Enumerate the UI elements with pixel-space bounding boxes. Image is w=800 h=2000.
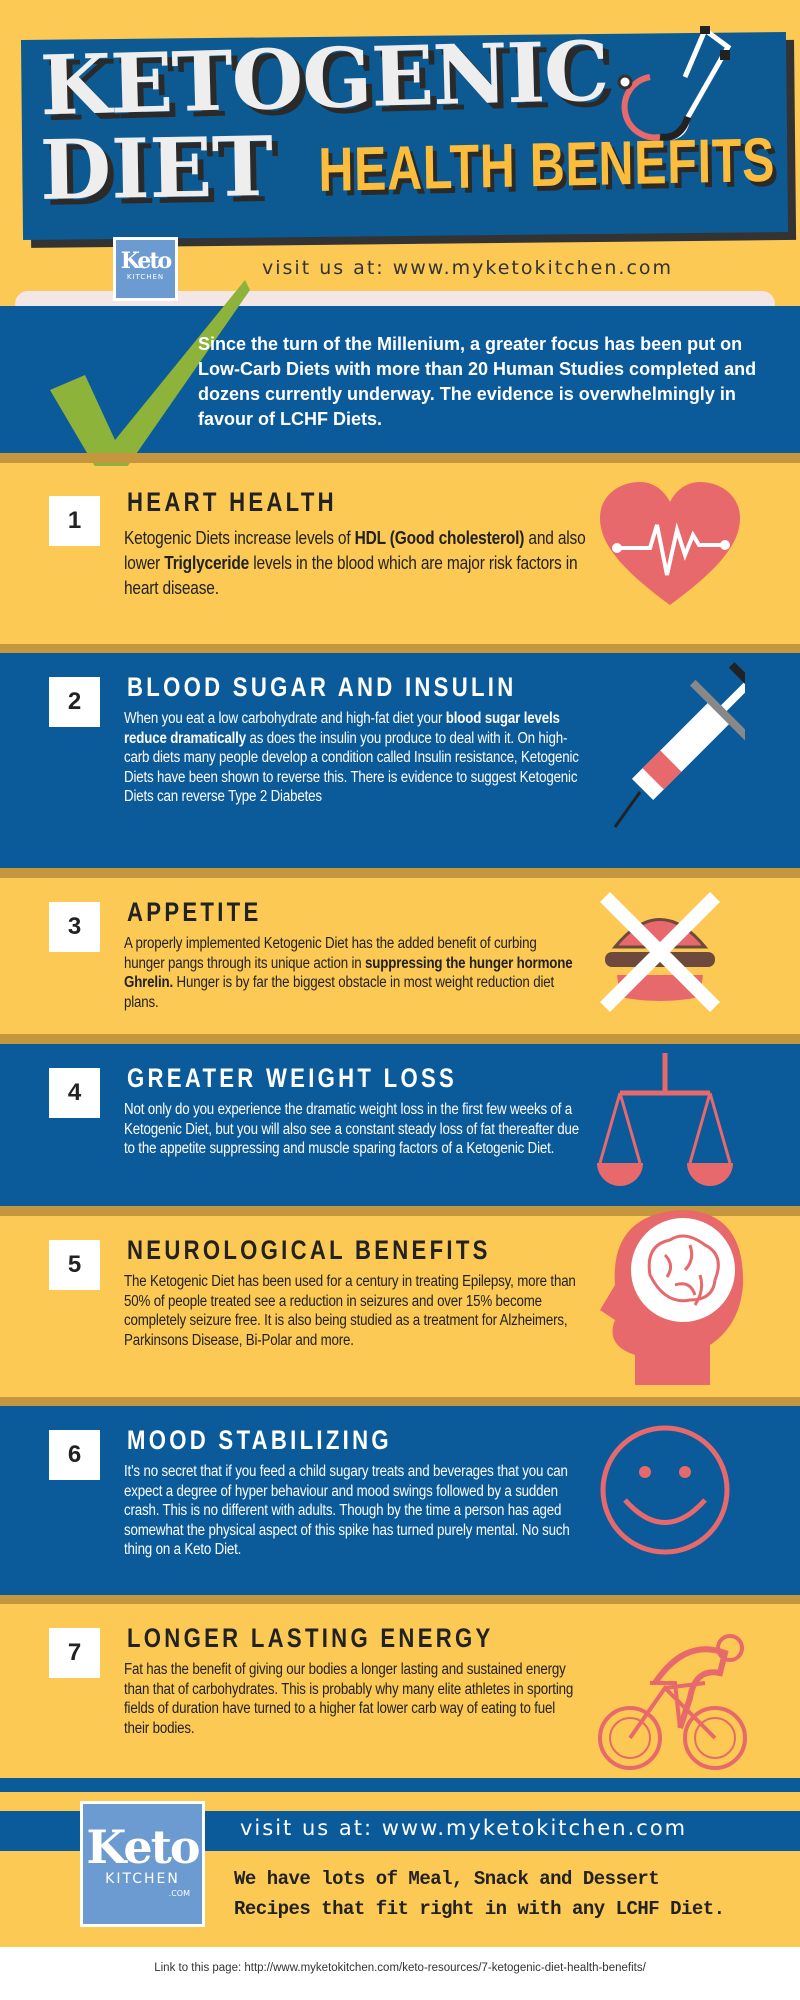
divider xyxy=(0,1206,800,1216)
section-title: HEART HEALTH xyxy=(127,487,337,517)
footer-logo-kitchen: KITCHEN xyxy=(105,1871,180,1887)
body-text: levels in the blood which are major risk… xyxy=(124,553,578,598)
section-6: 6 MOOD STABILIZING It's no secret that i… xyxy=(0,1406,800,1595)
section-title: MOOD STABILIZING xyxy=(127,1425,392,1455)
body-text: as does the insulin you produce to deal … xyxy=(124,729,579,806)
section-number: 1 xyxy=(49,496,100,546)
body-text: Not only do you experience the dramatic … xyxy=(124,1101,579,1157)
body-text: Fat has the benefit of giving our bodies… xyxy=(124,1661,574,1737)
head-brain-icon xyxy=(595,1205,745,1390)
divider xyxy=(0,1595,800,1604)
stethoscope-icon xyxy=(617,26,732,141)
section-body: Fat has the benefit of giving our bodies… xyxy=(124,1660,580,1738)
logo-keto: Keto xyxy=(120,248,172,274)
section-title: BLOOD SUGAR AND INSULIN xyxy=(127,672,517,702)
section-title: NEUROLOGICAL BENEFITS xyxy=(127,1235,491,1265)
link-area xyxy=(0,1947,800,2000)
section-4: 4 GREATER WEIGHT LOSS Not only do you ex… xyxy=(0,1044,800,1206)
section-body: Ketogenic Diets increase levels of HDL (… xyxy=(124,526,588,601)
section-number: 6 xyxy=(49,1430,100,1480)
body-text: It's no secret that if you feed a child … xyxy=(124,1463,570,1558)
recipes-line-2: Recipes that fit right in with any LCHF … xyxy=(234,1898,725,1920)
footer-logo: Keto KITCHEN .COM xyxy=(80,1801,205,1927)
footer-logo-com: .COM xyxy=(168,1889,190,1898)
page-link[interactable]: Link to this page: http://www.myketokitc… xyxy=(154,1962,646,1974)
divider xyxy=(0,868,800,878)
section-title: GREATER WEIGHT LOSS xyxy=(127,1063,458,1093)
body-text: and also lower xyxy=(124,528,586,573)
section-body: When you eat a low carbohydrate and high… xyxy=(124,709,580,807)
title-ketogenic: KETOGENIC xyxy=(38,23,610,135)
syringe-icon xyxy=(595,657,770,842)
smiley-icon xyxy=(595,1420,735,1565)
heart-pulse-icon xyxy=(595,480,745,615)
visit-link-footer[interactable]: visit us at: www.myketokitchen.com xyxy=(240,1816,688,1840)
recipes-line-1: We have lots of Meal, Snack and Dessert xyxy=(234,1868,660,1890)
divider xyxy=(0,453,800,463)
body-emphasis: Triglyceride xyxy=(164,553,250,573)
body-text: A properly implemented Ketogenic Diet ha… xyxy=(124,935,537,972)
body-emphasis: suppressing the hunger hormone Ghrelin. xyxy=(124,954,573,992)
recipes-text: We have lots of Meal, Snack and Dessert … xyxy=(234,1864,725,1924)
section-body: The Ketogenic Diet has been used for a c… xyxy=(124,1272,580,1350)
checkmark-icon xyxy=(50,280,250,475)
section-number: 7 xyxy=(49,1628,100,1678)
body-text: Hunger is by far the biggest obstacle in… xyxy=(124,974,555,1011)
section-body: It's no secret that if you feed a child … xyxy=(124,1462,580,1560)
body-emphasis: blood sugar levels reduce dramatically xyxy=(124,710,560,747)
logo: Keto KITCHEN xyxy=(113,237,178,301)
section-1: 1 HEART HEALTH Ketogenic Diets increase … xyxy=(0,466,800,644)
section-3: 3 APPETITE A properly implemented Ketoge… xyxy=(0,878,800,1034)
section-body: A properly implemented Ketogenic Diet ha… xyxy=(124,934,580,1012)
body-emphasis: HDL (Good cholesterol) xyxy=(354,528,525,548)
logo-kitchen: KITCHEN xyxy=(126,273,165,281)
crossed-burger-icon xyxy=(595,887,725,1022)
title-diet: DIET xyxy=(39,118,274,220)
scale-icon xyxy=(595,1048,735,1193)
intro-text: Since the turn of the Millenium, a great… xyxy=(198,334,757,429)
footer-divider xyxy=(0,1778,800,1792)
body-text: The Ketogenic Diet has been used for a c… xyxy=(124,1273,576,1349)
section-number: 5 xyxy=(49,1240,100,1290)
section-7: 7 LONGER LASTING ENERGY Fat has the bene… xyxy=(0,1604,800,1776)
divider xyxy=(0,644,800,653)
body-text: Ketogenic Diets increase levels of xyxy=(124,528,355,548)
section-title: LONGER LASTING ENERGY xyxy=(127,1623,494,1653)
cyclist-icon xyxy=(595,1628,755,1783)
section-title: APPETITE xyxy=(127,897,262,927)
body-text: When you eat a low carbohydrate and high… xyxy=(124,710,446,727)
section-5: 5 NEUROLOGICAL BENEFITS The Ketogenic Di… xyxy=(0,1210,800,1397)
visit-link-top[interactable]: visit us at: www.myketokitchen.com xyxy=(262,257,674,279)
section-2: 2 BLOOD SUGAR AND INSULIN When you eat a… xyxy=(0,653,800,868)
divider xyxy=(0,1034,800,1044)
section-number: 4 xyxy=(49,1068,100,1118)
section-number: 3 xyxy=(49,902,100,952)
section-number: 2 xyxy=(49,677,100,727)
footer-logo-keto: Keto xyxy=(86,1820,200,1874)
section-body: Not only do you experience the dramatic … xyxy=(124,1100,580,1159)
divider xyxy=(0,1397,800,1406)
